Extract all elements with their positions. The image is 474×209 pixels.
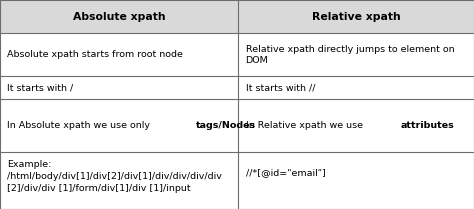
Text: Example:
/html/body/div[1]/div[2]/div[1]/div/div/div/div
[2]/div/div [1]/form/di: Example: /html/body/div[1]/div[2]/div[1]… — [7, 160, 222, 193]
Text: It starts with /: It starts with / — [7, 83, 73, 92]
Text: In Relative xpath we use: In Relative xpath we use — [246, 121, 365, 130]
Text: Relative xpath directly jumps to element on
DOM: Relative xpath directly jumps to element… — [246, 45, 454, 65]
Text: //*[@id="email"]: //*[@id="email"] — [246, 168, 325, 177]
Text: Absolute xpath: Absolute xpath — [73, 12, 166, 22]
Text: tags/Nodes: tags/Nodes — [195, 121, 255, 130]
Text: In Absolute xpath we use only: In Absolute xpath we use only — [7, 121, 153, 130]
Text: attributes: attributes — [401, 121, 454, 130]
Text: Relative xpath: Relative xpath — [312, 12, 401, 22]
Text: It starts with //: It starts with // — [246, 83, 315, 92]
Bar — [0, 0, 474, 33]
Text: Absolute xpath starts from root node: Absolute xpath starts from root node — [7, 50, 183, 60]
